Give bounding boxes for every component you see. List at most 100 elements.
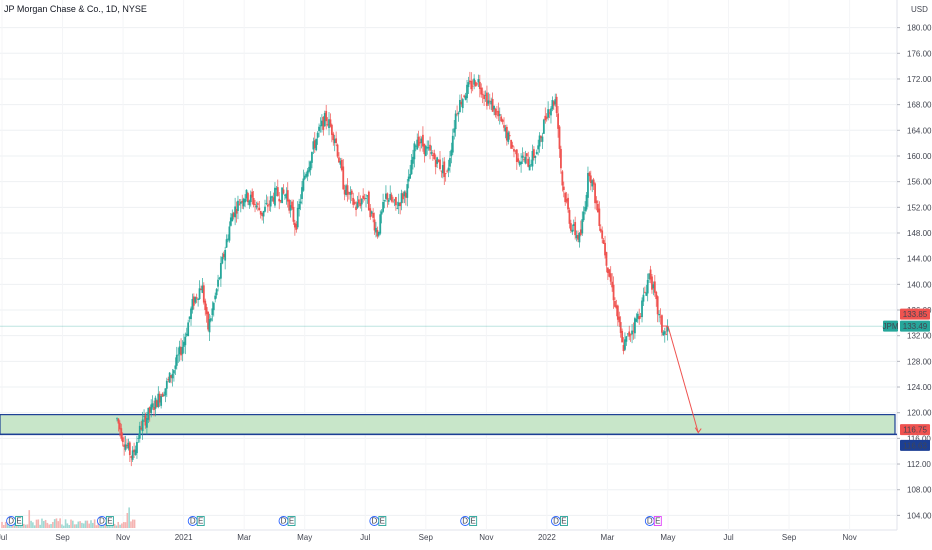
earnings-icon-label: E	[16, 517, 21, 526]
candle-body	[531, 150, 534, 167]
candle-body	[124, 444, 127, 450]
candle-body	[258, 207, 261, 211]
candle-body	[311, 152, 313, 163]
candle-body	[505, 126, 508, 141]
candle-body	[656, 296, 659, 315]
support-zone[interactable]	[0, 414, 896, 435]
candle-body	[227, 238, 229, 240]
candle-body	[525, 153, 528, 157]
volume-bar	[1, 521, 3, 528]
candle-body	[419, 142, 421, 144]
candle-body	[598, 208, 601, 227]
x-tick-label: 2021	[175, 533, 193, 542]
volume-bar	[115, 525, 118, 528]
earnings-icon[interactable]	[378, 516, 387, 526]
candle-body	[359, 202, 362, 206]
candle-body	[379, 214, 382, 234]
candle-body	[591, 180, 594, 187]
candle-body	[493, 105, 495, 110]
candle-body	[150, 404, 153, 414]
candle-body	[155, 400, 158, 408]
candle-body	[286, 190, 289, 202]
candle-body	[355, 206, 357, 210]
candle-body	[261, 212, 264, 217]
dividend-icon-label: D	[371, 517, 377, 526]
candle-body	[444, 173, 447, 175]
y-tick-label: 112.00	[907, 460, 931, 469]
candle-body	[350, 190, 353, 195]
volume-bar	[37, 519, 40, 528]
candle-body	[588, 172, 591, 177]
candle-body	[612, 284, 615, 301]
candle-body	[153, 406, 155, 411]
candle-body	[500, 116, 503, 122]
candle-body	[558, 126, 561, 149]
candle-body	[631, 330, 633, 335]
earnings-icon[interactable]	[15, 516, 24, 526]
candle-body	[648, 273, 651, 280]
earnings-icon[interactable]	[469, 516, 478, 526]
candle-body	[530, 164, 532, 165]
candle-body	[144, 415, 147, 426]
candle-body	[534, 155, 537, 158]
y-tick-label: 176.00	[907, 49, 932, 58]
candle-body	[133, 449, 136, 453]
candle-body	[646, 279, 649, 294]
dividend-icon-label: D	[8, 517, 14, 526]
candle-body	[431, 154, 434, 156]
candle-body	[392, 201, 394, 203]
candle-body	[259, 210, 262, 215]
candle-body	[322, 116, 325, 130]
candle-body	[595, 200, 598, 204]
candle-body	[383, 200, 386, 202]
earnings-icon[interactable]	[287, 516, 296, 526]
candle-body	[232, 212, 235, 217]
earnings-icon[interactable]	[105, 516, 114, 526]
candle-body	[342, 166, 345, 190]
high-badge	[900, 308, 930, 320]
candle-body	[255, 205, 258, 208]
candle-body	[471, 85, 474, 87]
candle-body	[168, 372, 171, 383]
candle-body	[560, 149, 562, 169]
volume-bar	[41, 518, 43, 528]
candle-body	[157, 393, 160, 407]
candle-body	[301, 187, 303, 199]
candle-body	[325, 110, 328, 122]
candle-body	[420, 138, 423, 144]
candle-body	[417, 136, 420, 146]
candle-body	[285, 193, 288, 199]
candle-body	[353, 202, 356, 204]
candle-body	[463, 95, 466, 97]
candle-body	[653, 281, 656, 293]
candle-body	[187, 322, 190, 337]
projection-arrow[interactable]	[667, 325, 699, 433]
candle-body	[527, 158, 530, 167]
volume-bar	[66, 523, 69, 528]
candle-body	[501, 119, 504, 122]
earnings-icon[interactable]	[653, 516, 662, 526]
earnings-icon[interactable]	[560, 516, 568, 526]
candle-body	[614, 301, 616, 307]
volume-bar	[121, 523, 123, 528]
candle-body	[238, 204, 241, 206]
candle-body	[147, 407, 150, 420]
candle-body	[574, 222, 577, 236]
candle-body	[587, 172, 589, 198]
candle-body	[192, 296, 195, 306]
earnings-icon[interactable]	[196, 516, 205, 526]
candle-body	[511, 144, 514, 148]
candle-body	[621, 330, 624, 343]
candle-body	[550, 108, 552, 116]
candle-body	[451, 135, 454, 153]
volume-bar	[8, 523, 11, 528]
candle-body	[195, 297, 198, 299]
candle-body	[406, 184, 409, 198]
candle-body	[333, 138, 336, 144]
candle-body	[288, 199, 291, 211]
candle-body	[190, 308, 192, 320]
candle-body	[473, 78, 476, 85]
earnings-icon-label: E	[289, 517, 294, 526]
candle-body	[410, 159, 413, 175]
